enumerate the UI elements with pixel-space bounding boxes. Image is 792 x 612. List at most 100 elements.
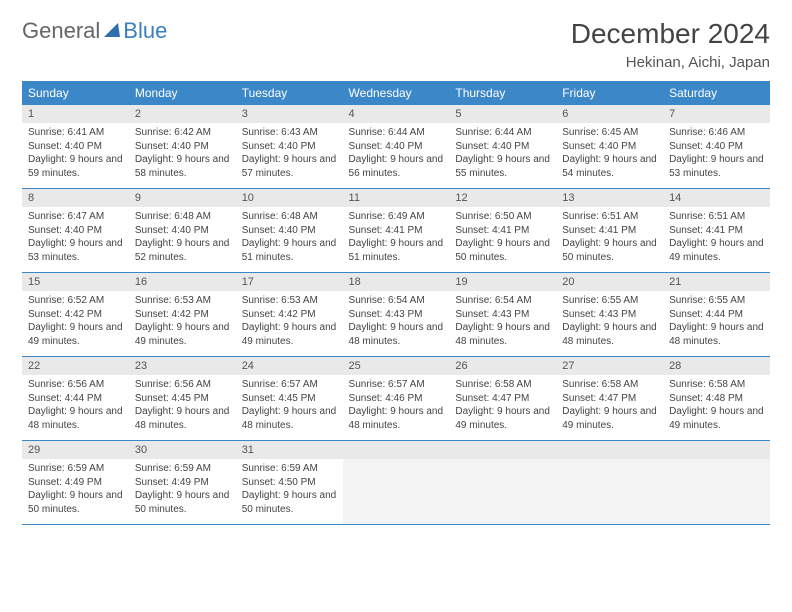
sunrise-text: Sunrise: 6:51 AM bbox=[562, 210, 657, 224]
day-header: Thursday bbox=[449, 81, 556, 105]
day-detail-cell: Sunrise: 6:50 AMSunset: 4:41 PMDaylight:… bbox=[449, 207, 556, 273]
sunset-text: Sunset: 4:50 PM bbox=[242, 476, 337, 490]
sunset-text: Sunset: 4:40 PM bbox=[349, 140, 444, 154]
sunset-text: Sunset: 4:44 PM bbox=[28, 392, 123, 406]
day-detail-cell: Sunrise: 6:59 AMSunset: 4:49 PMDaylight:… bbox=[129, 459, 236, 525]
sunrise-text: Sunrise: 6:49 AM bbox=[349, 210, 444, 224]
brand-part2: Blue bbox=[123, 18, 167, 44]
sunrise-text: Sunrise: 6:46 AM bbox=[669, 126, 764, 140]
day-number-row: 891011121314 bbox=[22, 189, 770, 208]
day-detail-row: Sunrise: 6:56 AMSunset: 4:44 PMDaylight:… bbox=[22, 375, 770, 441]
sunrise-text: Sunrise: 6:48 AM bbox=[135, 210, 230, 224]
triangle-icon bbox=[104, 23, 120, 37]
sunset-text: Sunset: 4:48 PM bbox=[669, 392, 764, 406]
sunset-text: Sunset: 4:41 PM bbox=[562, 224, 657, 238]
daylight-text: Daylight: 9 hours and 48 minutes. bbox=[242, 405, 337, 432]
sunrise-text: Sunrise: 6:52 AM bbox=[28, 294, 123, 308]
daylight-text: Daylight: 9 hours and 48 minutes. bbox=[135, 405, 230, 432]
day-detail-cell: Sunrise: 6:51 AMSunset: 4:41 PMDaylight:… bbox=[556, 207, 663, 273]
daylight-text: Daylight: 9 hours and 50 minutes. bbox=[242, 489, 337, 516]
location-text: Hekinan, Aichi, Japan bbox=[571, 54, 770, 71]
brand-logo: General Blue bbox=[22, 18, 167, 44]
day-detail-cell: Sunrise: 6:51 AMSunset: 4:41 PMDaylight:… bbox=[663, 207, 770, 273]
month-title: December 2024 bbox=[571, 18, 770, 50]
daylight-text: Daylight: 9 hours and 51 minutes. bbox=[349, 237, 444, 264]
day-detail-cell: Sunrise: 6:46 AMSunset: 4:40 PMDaylight:… bbox=[663, 123, 770, 189]
daylight-text: Daylight: 9 hours and 51 minutes. bbox=[242, 237, 337, 264]
day-detail-cell: Sunrise: 6:56 AMSunset: 4:44 PMDaylight:… bbox=[22, 375, 129, 441]
day-number-cell: 1 bbox=[22, 105, 129, 123]
day-number-cell: 27 bbox=[556, 357, 663, 376]
sunset-text: Sunset: 4:40 PM bbox=[455, 140, 550, 154]
sunset-text: Sunset: 4:40 PM bbox=[242, 140, 337, 154]
day-detail-cell: Sunrise: 6:57 AMSunset: 4:46 PMDaylight:… bbox=[343, 375, 450, 441]
sunrise-text: Sunrise: 6:57 AM bbox=[349, 378, 444, 392]
day-detail-cell: Sunrise: 6:54 AMSunset: 4:43 PMDaylight:… bbox=[343, 291, 450, 357]
day-number-cell: 25 bbox=[343, 357, 450, 376]
day-detail-cell: Sunrise: 6:44 AMSunset: 4:40 PMDaylight:… bbox=[343, 123, 450, 189]
day-number-cell: 10 bbox=[236, 189, 343, 208]
sunrise-text: Sunrise: 6:42 AM bbox=[135, 126, 230, 140]
day-detail-cell: Sunrise: 6:52 AMSunset: 4:42 PMDaylight:… bbox=[22, 291, 129, 357]
day-detail-cell: Sunrise: 6:48 AMSunset: 4:40 PMDaylight:… bbox=[236, 207, 343, 273]
day-detail-cell: Sunrise: 6:55 AMSunset: 4:44 PMDaylight:… bbox=[663, 291, 770, 357]
sunrise-text: Sunrise: 6:56 AM bbox=[135, 378, 230, 392]
day-number-cell: 31 bbox=[236, 441, 343, 460]
sunset-text: Sunset: 4:40 PM bbox=[28, 140, 123, 154]
daylight-text: Daylight: 9 hours and 50 minutes. bbox=[28, 489, 123, 516]
sunrise-text: Sunrise: 6:53 AM bbox=[242, 294, 337, 308]
sunset-text: Sunset: 4:47 PM bbox=[562, 392, 657, 406]
sunrise-text: Sunrise: 6:56 AM bbox=[28, 378, 123, 392]
day-header: Monday bbox=[129, 81, 236, 105]
day-number-cell bbox=[556, 441, 663, 460]
daylight-text: Daylight: 9 hours and 57 minutes. bbox=[242, 153, 337, 180]
daylight-text: Daylight: 9 hours and 52 minutes. bbox=[135, 237, 230, 264]
sunrise-text: Sunrise: 6:43 AM bbox=[242, 126, 337, 140]
day-number-row: 22232425262728 bbox=[22, 357, 770, 376]
day-detail-cell: Sunrise: 6:59 AMSunset: 4:49 PMDaylight:… bbox=[22, 459, 129, 525]
sunset-text: Sunset: 4:45 PM bbox=[135, 392, 230, 406]
day-number-cell: 29 bbox=[22, 441, 129, 460]
day-detail-cell: Sunrise: 6:54 AMSunset: 4:43 PMDaylight:… bbox=[449, 291, 556, 357]
daylight-text: Daylight: 9 hours and 58 minutes. bbox=[135, 153, 230, 180]
day-number-cell: 23 bbox=[129, 357, 236, 376]
sunrise-text: Sunrise: 6:44 AM bbox=[455, 126, 550, 140]
sunrise-text: Sunrise: 6:59 AM bbox=[242, 462, 337, 476]
sunset-text: Sunset: 4:43 PM bbox=[349, 308, 444, 322]
day-number-cell: 8 bbox=[22, 189, 129, 208]
sunset-text: Sunset: 4:42 PM bbox=[242, 308, 337, 322]
sunset-text: Sunset: 4:40 PM bbox=[242, 224, 337, 238]
day-number-cell: 21 bbox=[663, 273, 770, 292]
day-header: Saturday bbox=[663, 81, 770, 105]
day-detail-row: Sunrise: 6:41 AMSunset: 4:40 PMDaylight:… bbox=[22, 123, 770, 189]
sunrise-text: Sunrise: 6:55 AM bbox=[562, 294, 657, 308]
day-detail-cell: Sunrise: 6:45 AMSunset: 4:40 PMDaylight:… bbox=[556, 123, 663, 189]
day-number-cell: 12 bbox=[449, 189, 556, 208]
day-header: Wednesday bbox=[343, 81, 450, 105]
sunrise-text: Sunrise: 6:44 AM bbox=[349, 126, 444, 140]
day-number-cell: 11 bbox=[343, 189, 450, 208]
daylight-text: Daylight: 9 hours and 54 minutes. bbox=[562, 153, 657, 180]
daylight-text: Daylight: 9 hours and 59 minutes. bbox=[28, 153, 123, 180]
day-detail-cell: Sunrise: 6:53 AMSunset: 4:42 PMDaylight:… bbox=[129, 291, 236, 357]
day-number-cell: 13 bbox=[556, 189, 663, 208]
day-number-cell: 6 bbox=[556, 105, 663, 123]
day-number-cell: 14 bbox=[663, 189, 770, 208]
sunrise-text: Sunrise: 6:45 AM bbox=[562, 126, 657, 140]
sunrise-text: Sunrise: 6:51 AM bbox=[669, 210, 764, 224]
sunrise-text: Sunrise: 6:58 AM bbox=[455, 378, 550, 392]
day-detail-cell: Sunrise: 6:58 AMSunset: 4:48 PMDaylight:… bbox=[663, 375, 770, 441]
day-detail-cell: Sunrise: 6:53 AMSunset: 4:42 PMDaylight:… bbox=[236, 291, 343, 357]
daylight-text: Daylight: 9 hours and 49 minutes. bbox=[135, 321, 230, 348]
day-header: Sunday bbox=[22, 81, 129, 105]
day-detail-cell: Sunrise: 6:42 AMSunset: 4:40 PMDaylight:… bbox=[129, 123, 236, 189]
sunset-text: Sunset: 4:41 PM bbox=[669, 224, 764, 238]
day-detail-cell: Sunrise: 6:56 AMSunset: 4:45 PMDaylight:… bbox=[129, 375, 236, 441]
sunset-text: Sunset: 4:40 PM bbox=[562, 140, 657, 154]
day-number-cell: 24 bbox=[236, 357, 343, 376]
daylight-text: Daylight: 9 hours and 48 minutes. bbox=[349, 321, 444, 348]
day-number-cell: 26 bbox=[449, 357, 556, 376]
sunrise-text: Sunrise: 6:59 AM bbox=[28, 462, 123, 476]
sunset-text: Sunset: 4:45 PM bbox=[242, 392, 337, 406]
day-number-cell: 2 bbox=[129, 105, 236, 123]
